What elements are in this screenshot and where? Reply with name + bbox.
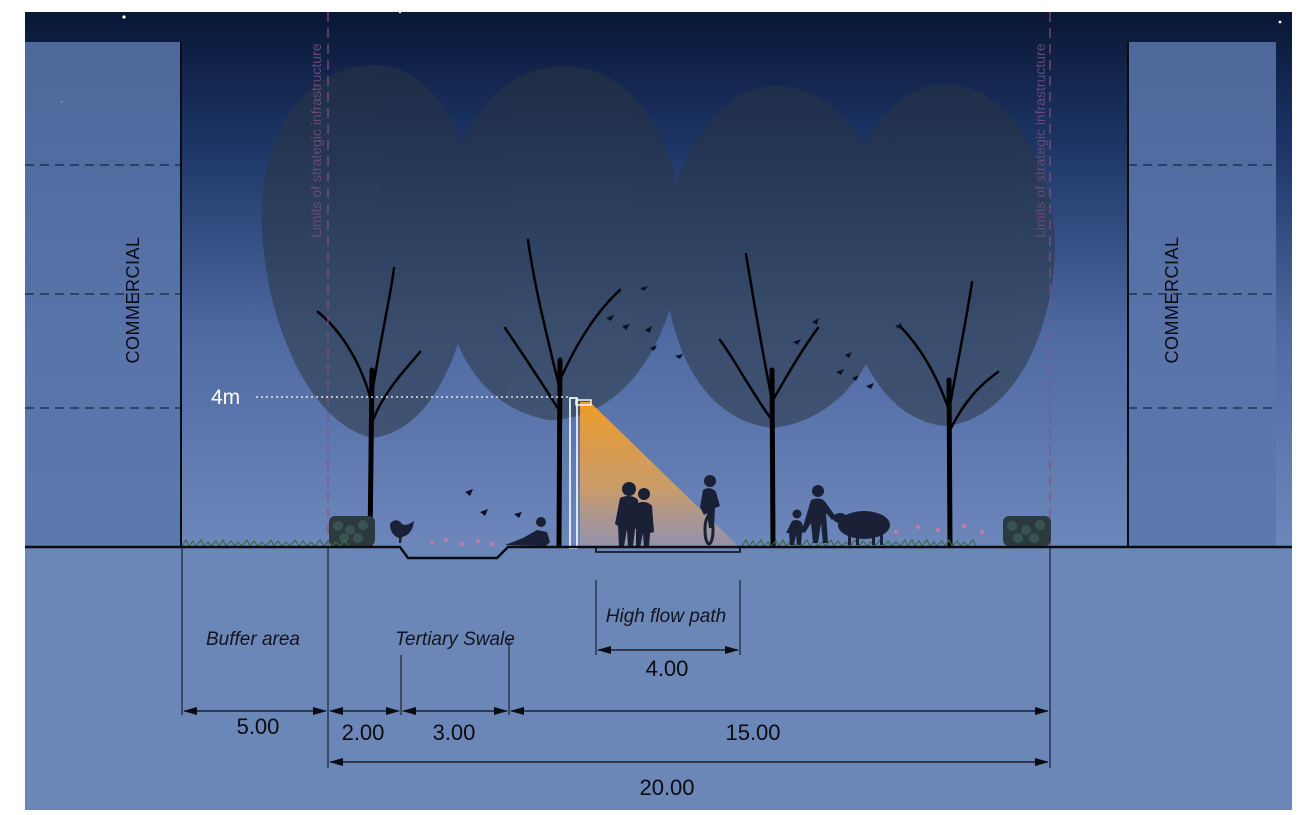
ground-profile: [25, 545, 1292, 560]
tree-3: [718, 252, 820, 548]
canopy-2: [439, 65, 682, 420]
limit-label-left: Limits of strategic infrastructure: [308, 43, 324, 238]
dim-edge: 2.00: [342, 720, 385, 745]
cyclist-silhouette: [700, 475, 720, 546]
dim-corridor-rest: 15.00: [725, 720, 780, 745]
limit-label-right: Limits of strategic infrastructure: [1032, 43, 1048, 238]
silhouettes: [390, 475, 890, 548]
building-right-label: COMMERCIAL: [1162, 236, 1182, 363]
dim-swale: 3.00: [433, 720, 476, 745]
couple-silhouette: [615, 482, 654, 548]
extension-lines: [181, 548, 1051, 768]
path-bed: [595, 547, 741, 553]
ground-area: [25, 548, 1292, 810]
family-silhouette: [786, 485, 836, 545]
hedges: [329, 516, 1051, 546]
label-high-flow-path: High flow path: [606, 606, 726, 627]
label-buffer-area: Buffer area: [206, 629, 300, 650]
tree-trunks: [316, 238, 1000, 548]
height-marker-label: 4m: [211, 386, 240, 409]
birds: [465, 286, 902, 518]
tree-4: [898, 280, 1000, 548]
height-marker: 4m: [211, 386, 570, 409]
sheep-silhouette: [833, 511, 890, 545]
building-right: COMMERCIAL: [1127, 42, 1276, 548]
dim-total: 20.00: [639, 775, 694, 800]
canopy-1: [261, 64, 477, 438]
building-left-label: COMMERCIAL: [123, 236, 143, 363]
dim-high-flow-path: 4.00: [646, 656, 689, 681]
building-left: COMMERCIAL: [25, 42, 182, 548]
chicken-silhouette: [390, 520, 414, 543]
label-tertiary-swale: Tertiary Swale: [395, 629, 515, 650]
tree-2: [503, 238, 622, 548]
dimension-lines: [183, 646, 1049, 766]
reclining-person-silhouette: [505, 517, 550, 546]
tree-1: [316, 266, 422, 548]
canopy-4: [842, 83, 1055, 426]
limit-lines: Limits of strategic infrastructure Limit…: [308, 12, 1051, 548]
dim-buffer: 5.00: [237, 714, 280, 739]
